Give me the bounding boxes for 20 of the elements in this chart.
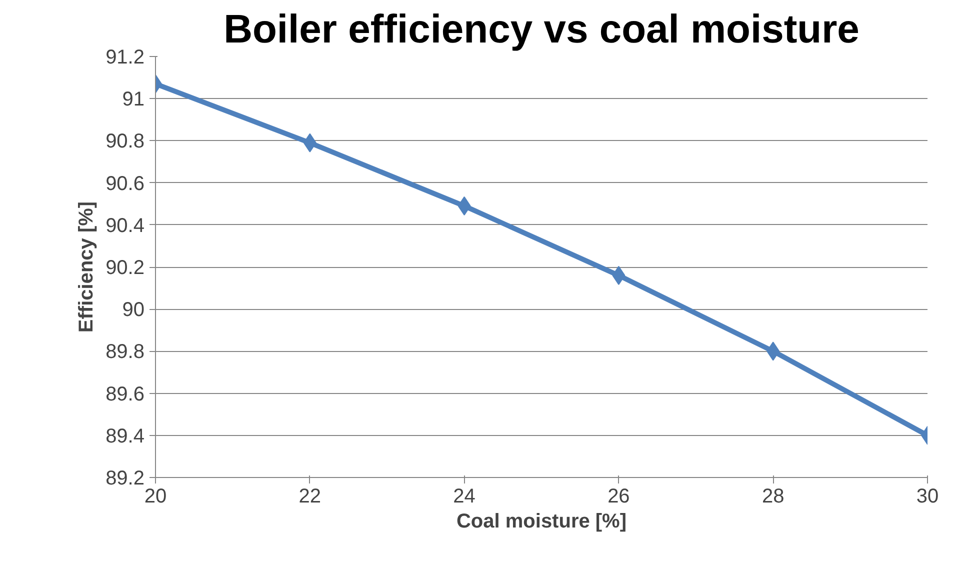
x-tick-label: 30: [916, 486, 939, 508]
y-tick-label: 90.4: [106, 214, 145, 237]
y-tick-label: 89.8: [106, 341, 145, 364]
y-tick-label: 91.2: [106, 46, 145, 68]
x-tick-label: 22: [298, 486, 322, 508]
y-axis-title: Efficiency [%]: [76, 201, 98, 333]
y-tick-label: 89.4: [106, 425, 145, 448]
y-tick-label: 91: [122, 88, 145, 111]
x-tick-label: 24: [453, 486, 476, 508]
y-tick-label: 90.2: [106, 257, 145, 279]
chart-title: Boiler efficiency vs coal moisture: [224, 8, 860, 52]
x-tick-label: 28: [762, 486, 784, 508]
y-tick-label: 90.6: [106, 172, 145, 195]
y-tick-label: 89.2: [106, 468, 145, 490]
y-tick-label: 90.8: [106, 130, 145, 153]
y-tick-label: 89.6: [106, 383, 145, 406]
x-axis-title: Coal moisture [%]: [456, 510, 627, 532]
x-tick-label: 20: [144, 486, 167, 508]
x-tick-label: 26: [608, 486, 630, 508]
y-tick-label: 90: [122, 299, 145, 322]
